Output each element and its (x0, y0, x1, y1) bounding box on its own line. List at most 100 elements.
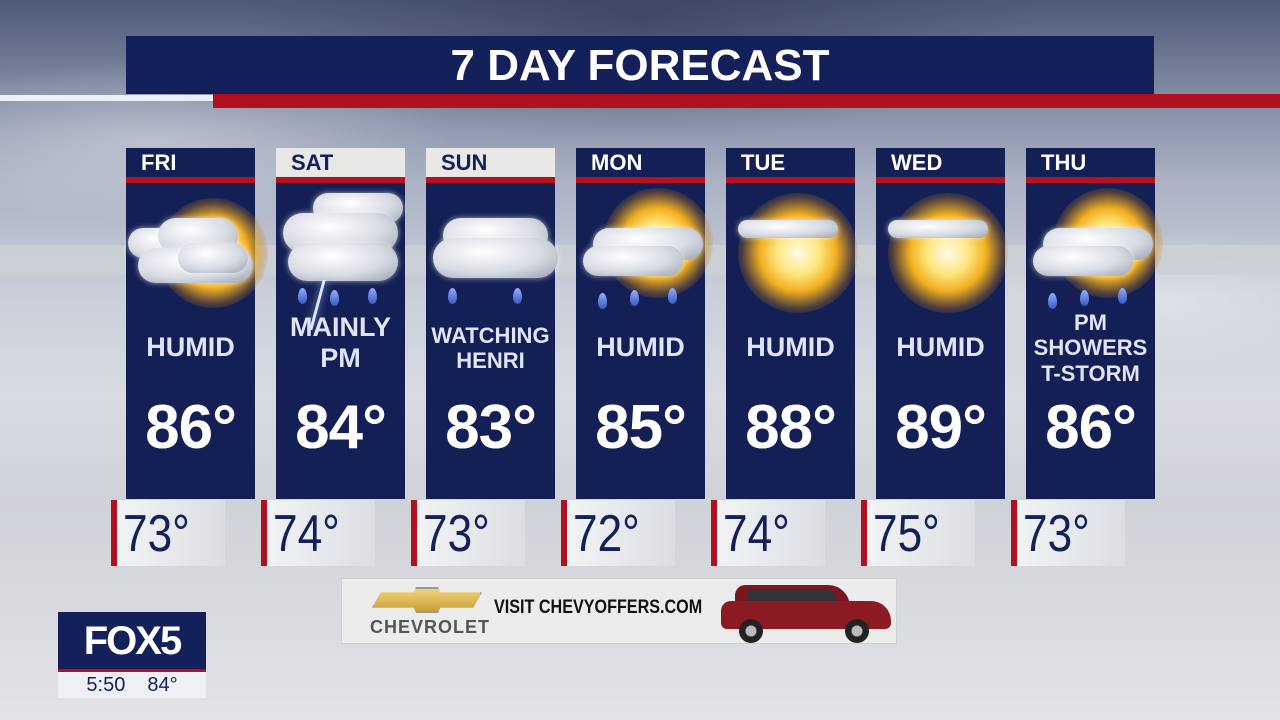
condition-text: HUMID (726, 298, 855, 398)
low-temp-box: 73° (1011, 500, 1125, 566)
low-temp: 73° (423, 505, 490, 563)
day-red-bar (276, 177, 405, 183)
day-red-bar (1026, 177, 1155, 183)
logo-temp: 84° (147, 674, 178, 696)
day-column-sun: SUN WATCHING HENRI 83° (426, 148, 558, 499)
day-column-mon: MON HUMID 85° (576, 148, 713, 499)
partly-cloudy-icon (118, 198, 268, 308)
chevrolet-bowtie-icon (372, 587, 482, 613)
condition-text: WATCHING HENRI (426, 298, 555, 398)
cloud-shape (288, 243, 398, 281)
day-red-bar (576, 177, 705, 183)
cloud-shape (738, 220, 838, 238)
high-temp: 83° (445, 393, 537, 462)
day-label: FRI (141, 150, 177, 175)
ad-text: VISIT CHEVYOFFERS.COM (494, 597, 703, 618)
day-red-bar (876, 177, 1005, 183)
day-label: THU (1041, 150, 1087, 175)
cloud-shape (583, 246, 683, 276)
low-temp: 75° (873, 505, 940, 563)
logo-info: 5:50 84° (58, 672, 206, 698)
low-temp-box: 75° (861, 500, 975, 566)
cloud-shape (433, 238, 558, 278)
condition-line: WATCHING (431, 322, 550, 348)
ad-brand: CHEVROLET (370, 617, 491, 637)
raindrop-shape (1118, 288, 1127, 304)
logo-brand: FOX5 (58, 612, 206, 669)
low-temp: 73° (1023, 505, 1090, 563)
low-temp: 73° (123, 505, 190, 563)
condition-line: MAINLY (289, 311, 391, 342)
day-label: MON (591, 150, 643, 175)
day-red-bar (126, 177, 255, 183)
day-column-wed: WED HUMID 89° (876, 148, 1008, 499)
condition-line: HUMID (896, 332, 985, 363)
raindrop-shape (1080, 290, 1089, 306)
title-red-stripe (213, 94, 1280, 108)
day-column-sat: SAT MAINLY PM 84° (276, 148, 405, 499)
condition-line: HUMID (746, 332, 835, 363)
raindrop-shape (668, 288, 677, 304)
day-column-tue: TUE HUMID 88° (726, 148, 858, 499)
condition-text: HUMID (576, 298, 705, 398)
logo-time: 5:50 (86, 674, 126, 696)
day-column-thu: THU PM SHOWERS T-STORM 86° (1026, 148, 1163, 499)
chevrolet-ad-banner[interactable]: CHEVROLET VISIT CHEVYOFFERS.COM (341, 578, 897, 644)
low-temp: 72° (573, 505, 640, 563)
low-temp: 74° (273, 505, 340, 563)
raindrop-shape (630, 290, 639, 306)
condition-text: PM SHOWERS T-STORM (1026, 298, 1155, 398)
condition-text: HUMID (126, 298, 255, 398)
raindrop-shape (1048, 293, 1057, 309)
title-white-line (0, 95, 213, 101)
car-icon (717, 581, 895, 643)
high-temp: 85° (595, 393, 687, 462)
condition-line: SHOWERS (1033, 335, 1148, 361)
rain-cloud-icon (418, 198, 563, 308)
fox5-logo: FOX5 5:50 84° (58, 612, 206, 698)
high-temp: 86° (1045, 393, 1137, 462)
thunderstorm-icon (268, 193, 413, 330)
day-red-bar (726, 177, 855, 183)
low-temp-box: 74° (711, 500, 825, 566)
high-temp: 86° (145, 393, 237, 462)
raindrop-shape (330, 290, 339, 306)
low-temp-box: 74° (261, 500, 375, 566)
condition-text: HUMID (876, 298, 1005, 398)
condition-line: HUMID (596, 332, 685, 363)
condition-line: HENRI (456, 348, 525, 373)
low-temp-box: 73° (111, 500, 225, 566)
cloud-shape (178, 243, 248, 273)
sun-shape (888, 193, 1008, 313)
logo-divider (58, 669, 206, 672)
high-temp: 84° (295, 393, 387, 462)
cloud-shape (1033, 246, 1133, 276)
condition-line: PM (1074, 310, 1107, 336)
sun-cloud-rain-icon (1018, 188, 1163, 309)
high-temp: 89° (895, 393, 987, 462)
day-label: SAT (276, 148, 405, 177)
raindrop-shape (298, 288, 307, 304)
low-temp: 74° (723, 505, 790, 563)
day-red-bar (426, 177, 555, 183)
condition-text: MAINLY PM (276, 293, 405, 393)
day-column-fri: FRI HUMID 86° (126, 148, 268, 499)
raindrop-shape (448, 288, 457, 304)
mostly-sunny-icon (868, 193, 1013, 313)
condition-line: PM (320, 343, 361, 373)
day-label: SUN (426, 148, 555, 177)
day-label: WED (891, 150, 943, 175)
page-title: 7 DAY FORECAST (126, 36, 1154, 94)
cloud-shape (888, 220, 988, 238)
low-temp-box: 73° (411, 500, 525, 566)
mostly-sunny-icon (718, 193, 863, 313)
condition-line: HUMID (146, 332, 235, 363)
high-temp: 88° (745, 393, 837, 462)
day-label: TUE (741, 150, 785, 175)
condition-line: T-STORM (1041, 360, 1140, 386)
sun-shape (738, 193, 858, 313)
low-temp-box: 72° (561, 500, 675, 566)
raindrop-shape (368, 288, 377, 304)
raindrop-shape (513, 288, 522, 304)
raindrop-shape (598, 293, 607, 309)
